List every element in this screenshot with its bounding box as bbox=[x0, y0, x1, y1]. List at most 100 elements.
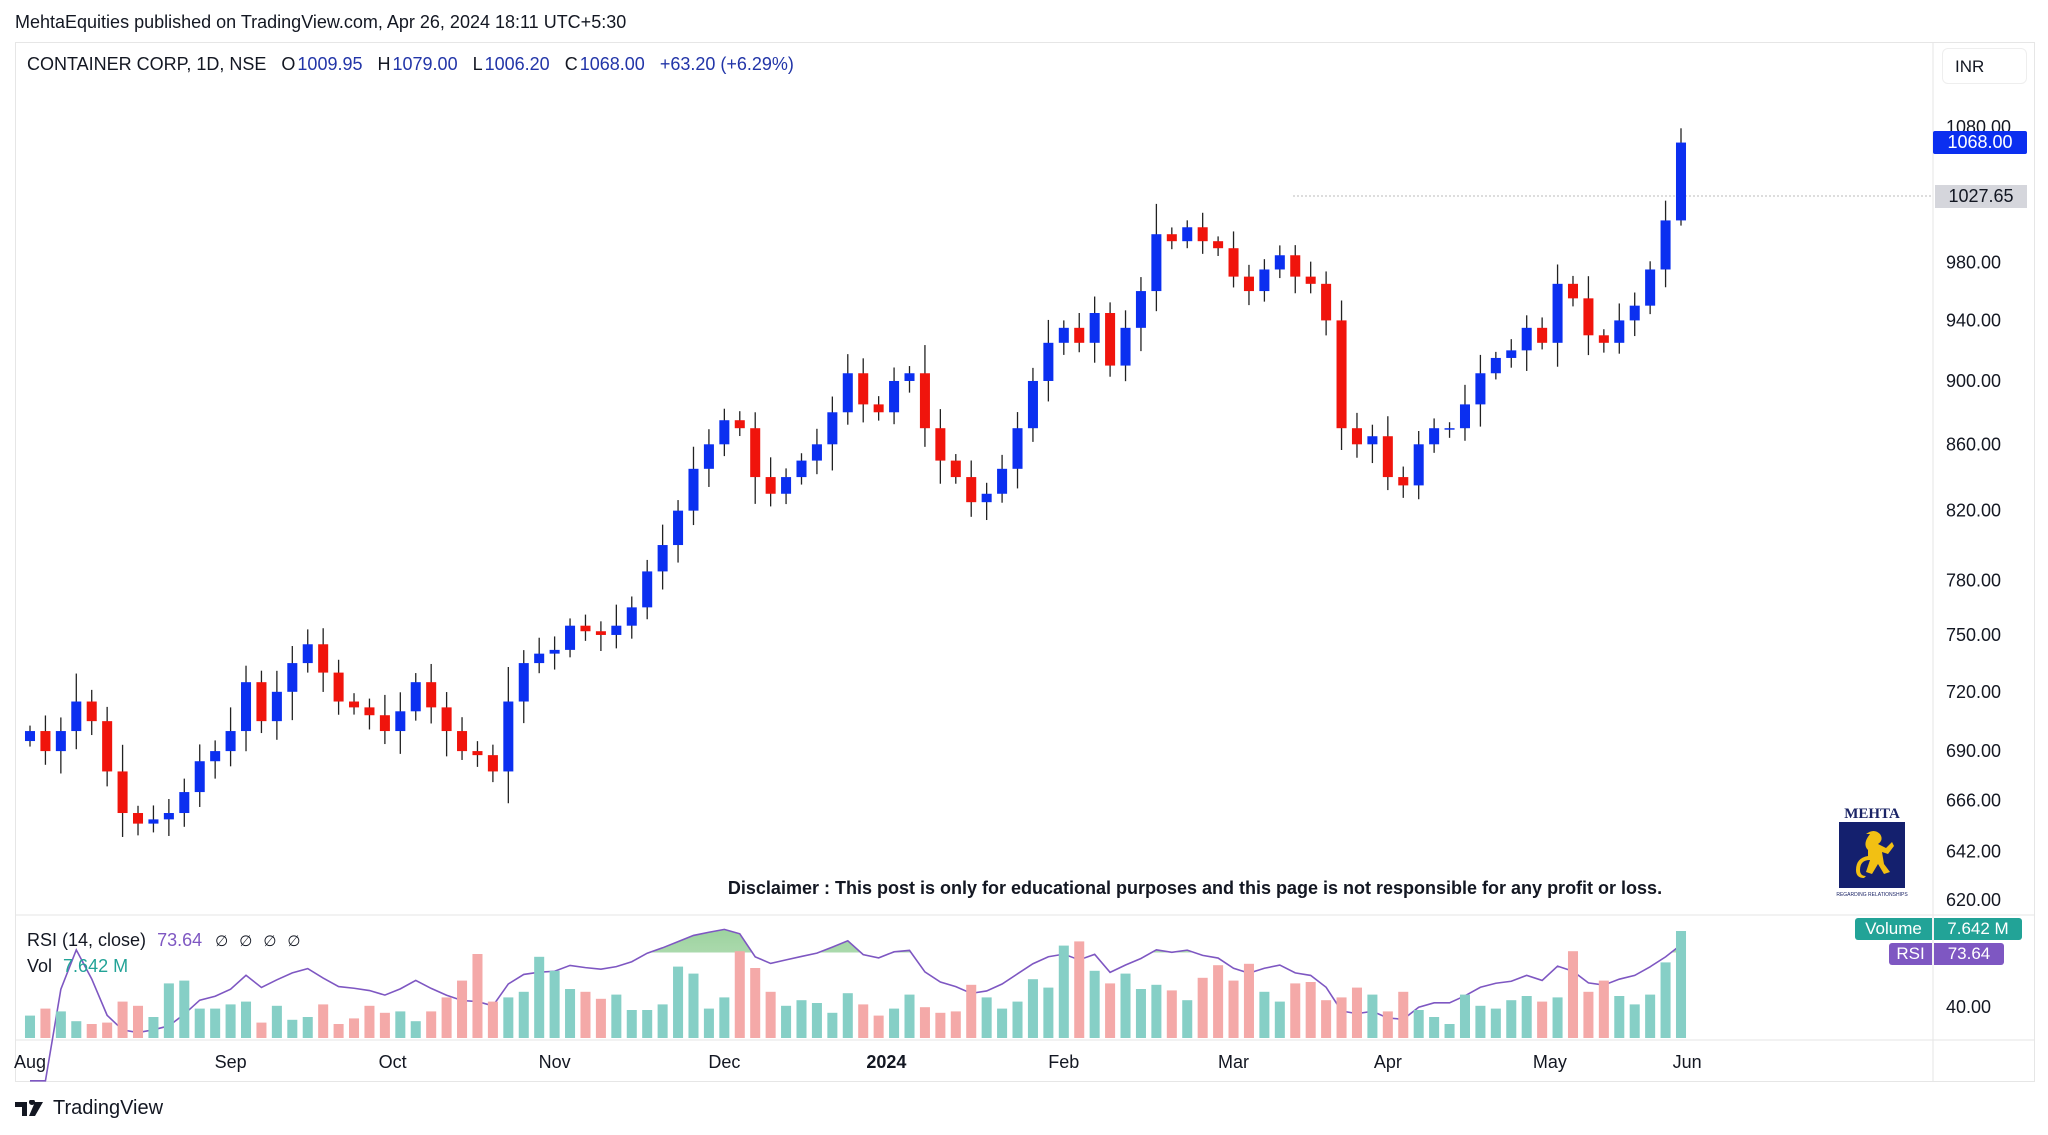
svg-text:MEHTA: MEHTA bbox=[1844, 806, 1900, 822]
candle-up bbox=[1259, 259, 1270, 302]
rsi-axis-tick: 40.00 bbox=[1946, 997, 1992, 1017]
volume-tag-value: 7.642 M bbox=[1934, 918, 2022, 940]
volume-bar bbox=[503, 997, 514, 1038]
tradingview-brand[interactable]: TradingView bbox=[15, 1097, 163, 1120]
volume-bar bbox=[1274, 1001, 1285, 1038]
volume-bar bbox=[981, 997, 992, 1038]
candle-down bbox=[472, 741, 483, 767]
volume-bar bbox=[1336, 997, 1347, 1038]
candle-up bbox=[163, 799, 174, 836]
candle-up bbox=[673, 500, 684, 563]
candle-body bbox=[426, 682, 437, 708]
candle-down bbox=[1336, 300, 1347, 450]
candle-body bbox=[1305, 276, 1316, 284]
candle-body bbox=[1166, 234, 1177, 242]
volume-bar bbox=[457, 980, 468, 1038]
volume-bar bbox=[86, 1024, 97, 1038]
volume-bar bbox=[1321, 1000, 1332, 1038]
volume-legend[interactable]: Vol 7.642 M bbox=[27, 956, 128, 977]
candle-up bbox=[1120, 310, 1131, 382]
candle-body bbox=[580, 625, 591, 632]
candle-body bbox=[811, 444, 822, 461]
candle-body bbox=[626, 607, 637, 626]
high-value: 1079.00 bbox=[392, 54, 458, 74]
candle-body bbox=[565, 625, 576, 650]
volume-bar bbox=[1074, 941, 1085, 1038]
volume-bar bbox=[950, 1011, 961, 1038]
candle-body bbox=[86, 701, 97, 722]
candle-up bbox=[688, 446, 699, 526]
volume-bar bbox=[364, 1005, 375, 1038]
candle-up bbox=[827, 396, 838, 471]
candle-down bbox=[966, 460, 977, 517]
candle-body bbox=[858, 373, 869, 405]
candle-body bbox=[379, 715, 390, 732]
change-value: +63.20 (+6.29%) bbox=[659, 54, 794, 74]
candle-down bbox=[86, 689, 97, 736]
candle-down bbox=[364, 698, 375, 730]
volume-bar bbox=[1645, 994, 1656, 1038]
volume-bar bbox=[997, 1008, 1008, 1038]
candle-body bbox=[1105, 313, 1116, 366]
rsi-overbought-fill bbox=[30, 929, 1681, 953]
candle-down bbox=[873, 396, 884, 421]
close-label: C bbox=[564, 54, 578, 74]
volume-bar bbox=[225, 1004, 236, 1038]
tradingview-label: TradingView bbox=[53, 1097, 164, 1119]
volume-bar bbox=[657, 1004, 668, 1038]
candle-body bbox=[827, 412, 838, 445]
price-axis-tick: 620.00 bbox=[1946, 890, 2001, 910]
chart-panel[interactable] bbox=[15, 42, 2035, 1082]
candle-down bbox=[580, 614, 591, 641]
candle-body bbox=[935, 428, 946, 461]
time-axis-tick: Sep bbox=[214, 1052, 247, 1072]
candle-down bbox=[349, 693, 360, 715]
volume-bar bbox=[1058, 945, 1069, 1038]
candle-body bbox=[1645, 269, 1656, 306]
candle-down bbox=[1213, 236, 1224, 256]
volume-bar bbox=[781, 1005, 792, 1038]
last-price-label: 1068.00 bbox=[1933, 131, 2027, 154]
candle-body bbox=[132, 813, 144, 824]
time-axis-tick: Mar bbox=[1218, 1052, 1250, 1072]
candle-down bbox=[1105, 302, 1116, 377]
candle-body bbox=[703, 444, 714, 469]
candle-body bbox=[1429, 428, 1440, 445]
price-axis-tick: 780.00 bbox=[1946, 570, 2001, 590]
candle-down bbox=[950, 454, 961, 484]
volume-bar bbox=[1290, 983, 1301, 1038]
candle-up bbox=[1675, 128, 1687, 226]
candle-up bbox=[148, 805, 159, 833]
candle-up bbox=[565, 618, 576, 658]
candle-body bbox=[688, 468, 699, 511]
candle-body bbox=[1413, 444, 1424, 486]
candle-body bbox=[1182, 227, 1193, 242]
rsi-legend[interactable]: RSI (14, close) 73.64 ∅ ∅ ∅ ∅ bbox=[27, 930, 300, 951]
time-axis-tick: Aug bbox=[13, 1052, 47, 1072]
volume-bar bbox=[873, 1015, 884, 1038]
candle-body bbox=[1444, 428, 1455, 430]
candle-body bbox=[1382, 436, 1393, 478]
price-axis-tick: 900.00 bbox=[1946, 371, 2001, 391]
volume-tag: Volume bbox=[1855, 918, 1932, 940]
candle-up bbox=[1429, 418, 1440, 453]
candle-down bbox=[1382, 416, 1393, 491]
candle-down bbox=[1197, 212, 1208, 254]
price-axis-tick: 750.00 bbox=[1946, 625, 2001, 645]
candle-body bbox=[966, 477, 977, 503]
volume-bar bbox=[1444, 1024, 1455, 1038]
candle-body bbox=[395, 711, 406, 732]
na-icon: ∅ bbox=[215, 933, 229, 950]
volume-bar bbox=[441, 997, 452, 1038]
price-axis-tick: 720.00 bbox=[1946, 682, 2001, 702]
candle-body bbox=[950, 460, 961, 478]
symbol-title[interactable]: CONTAINER CORP, 1D, NSE bbox=[27, 54, 267, 74]
currency-button[interactable]: INR bbox=[1942, 48, 2027, 84]
candle-down bbox=[1598, 329, 1609, 353]
volume-bar bbox=[842, 993, 853, 1038]
time-axis-tick: Apr bbox=[1373, 1052, 1402, 1072]
candle-body bbox=[410, 682, 421, 712]
candle-up bbox=[1614, 303, 1625, 354]
candle-up bbox=[1444, 422, 1455, 438]
